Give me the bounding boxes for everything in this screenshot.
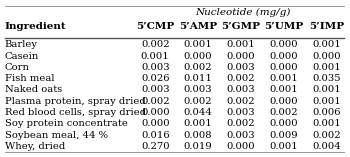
Text: 0.000: 0.000	[226, 52, 255, 61]
Text: 0.001: 0.001	[312, 85, 341, 95]
Text: 0.000: 0.000	[141, 119, 169, 128]
Text: Ingredient: Ingredient	[5, 22, 66, 31]
Text: Red blood cells, spray dried: Red blood cells, spray dried	[5, 108, 146, 117]
Text: 0.001: 0.001	[312, 97, 341, 106]
Text: 0.002: 0.002	[226, 97, 255, 106]
Text: 0.009: 0.009	[270, 130, 298, 140]
Text: 0.001: 0.001	[226, 41, 255, 49]
Text: 0.000: 0.000	[312, 52, 341, 61]
Text: 0.002: 0.002	[184, 97, 212, 106]
Text: 0.008: 0.008	[184, 130, 212, 140]
Text: 0.000: 0.000	[226, 142, 255, 151]
Text: 0.002: 0.002	[270, 108, 298, 117]
Text: 0.002: 0.002	[226, 119, 255, 128]
Text: 0.000: 0.000	[270, 41, 298, 49]
Text: 0.044: 0.044	[184, 108, 212, 117]
Text: Casein: Casein	[5, 52, 39, 61]
Text: Barley: Barley	[5, 41, 38, 49]
Text: 0.001: 0.001	[270, 85, 298, 95]
Text: 0.016: 0.016	[141, 130, 169, 140]
Text: 0.035: 0.035	[312, 74, 341, 83]
Text: 0.026: 0.026	[141, 74, 169, 83]
Text: 0.004: 0.004	[312, 142, 341, 151]
Text: 0.003: 0.003	[184, 85, 212, 95]
Text: 0.003: 0.003	[141, 63, 169, 72]
Text: Corn: Corn	[5, 63, 30, 72]
Text: 0.001: 0.001	[270, 142, 298, 151]
Text: 0.003: 0.003	[226, 63, 255, 72]
Text: 0.000: 0.000	[184, 52, 212, 61]
Text: Nucleotide (mg/g): Nucleotide (mg/g)	[195, 8, 290, 17]
Text: Naked oats: Naked oats	[5, 85, 62, 95]
Text: 0.002: 0.002	[226, 74, 255, 83]
Text: Plasma protein, spray dried: Plasma protein, spray dried	[5, 97, 146, 106]
Text: 0.001: 0.001	[141, 52, 170, 61]
Text: 0.001: 0.001	[270, 74, 298, 83]
Text: 0.003: 0.003	[226, 108, 255, 117]
Text: 0.002: 0.002	[184, 63, 212, 72]
Text: 5’UMP: 5’UMP	[264, 22, 303, 31]
Text: 0.003: 0.003	[226, 85, 255, 95]
Text: 0.001: 0.001	[312, 119, 341, 128]
Text: 0.002: 0.002	[312, 130, 341, 140]
Text: 0.000: 0.000	[141, 108, 169, 117]
Text: Soybean meal, 44 %: Soybean meal, 44 %	[5, 130, 108, 140]
Text: 0.003: 0.003	[141, 85, 169, 95]
Text: 0.002: 0.002	[141, 41, 169, 49]
Text: 0.000: 0.000	[270, 52, 298, 61]
Text: Whey, dried: Whey, dried	[5, 142, 65, 151]
Text: 5’GMP: 5’GMP	[222, 22, 260, 31]
Text: 0.001: 0.001	[312, 63, 341, 72]
Text: Fish meal: Fish meal	[5, 74, 54, 83]
Text: 0.003: 0.003	[226, 130, 255, 140]
Text: 0.001: 0.001	[312, 41, 341, 49]
Text: 0.011: 0.011	[184, 74, 212, 83]
Text: 0.000: 0.000	[270, 119, 298, 128]
Text: 0.001: 0.001	[184, 41, 212, 49]
Text: 0.019: 0.019	[184, 142, 212, 151]
Text: 0.270: 0.270	[141, 142, 169, 151]
Text: 0.001: 0.001	[184, 119, 212, 128]
Text: 5’AMP: 5’AMP	[179, 22, 217, 31]
Text: 5’IMP: 5’IMP	[309, 22, 344, 31]
Text: 0.000: 0.000	[270, 97, 298, 106]
Text: 0.002: 0.002	[141, 97, 169, 106]
Text: 0.000: 0.000	[270, 63, 298, 72]
Text: 5’CMP: 5’CMP	[136, 22, 174, 31]
Text: Soy protein concentrate: Soy protein concentrate	[5, 119, 128, 128]
Text: 0.006: 0.006	[313, 108, 341, 117]
